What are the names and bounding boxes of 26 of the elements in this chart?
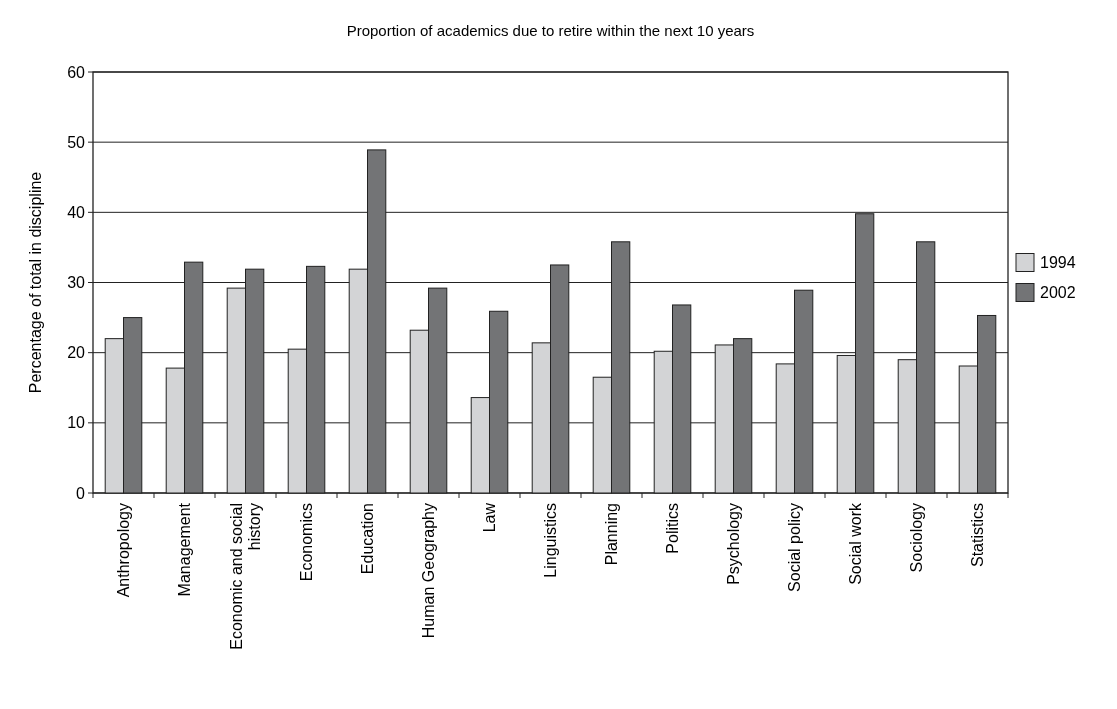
x-tick-label: Planning bbox=[603, 503, 621, 566]
x-tick-label: Law bbox=[481, 502, 499, 533]
y-tick-label: 0 bbox=[76, 484, 86, 502]
y-axis-title: Percentage of total in discipline bbox=[27, 171, 44, 394]
x-tick-label: Linguistics bbox=[542, 503, 560, 578]
legend-label: 1994 bbox=[1040, 254, 1076, 272]
y-tick-label: 30 bbox=[67, 274, 86, 292]
x-tick-label: Management bbox=[176, 502, 194, 597]
y-tick-label: 60 bbox=[67, 63, 86, 81]
x-tick-label: Human Geography bbox=[420, 503, 438, 639]
x-tick-label: Sociology bbox=[908, 503, 926, 573]
x-tick-label: Social work bbox=[847, 502, 865, 585]
x-tick-label: Politics bbox=[664, 503, 682, 554]
y-tick-label: 20 bbox=[67, 344, 86, 362]
x-tick-label: Social policy bbox=[786, 503, 804, 592]
x-tick-label: Economic and social history bbox=[228, 503, 263, 650]
x-tick-label: Psychology bbox=[725, 503, 743, 585]
legend-label: 2002 bbox=[1040, 284, 1076, 302]
x-tick-label: Statistics bbox=[969, 503, 987, 568]
x-tick-label: Economics bbox=[298, 503, 316, 582]
y-tick-label: 40 bbox=[67, 203, 86, 221]
y-tick-label: 10 bbox=[67, 414, 86, 432]
chart-title: Proportion of academics due to retire within the next 10 years bbox=[346, 22, 755, 39]
x-tick-label: Anthropology bbox=[115, 503, 133, 598]
y-tick-label: 50 bbox=[67, 133, 86, 151]
x-tick-label: Education bbox=[359, 503, 377, 575]
